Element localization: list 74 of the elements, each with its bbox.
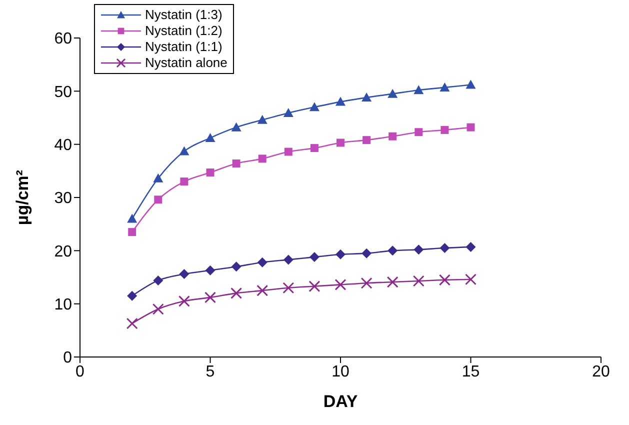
point (466, 123, 475, 132)
point (360, 277, 372, 289)
point (438, 274, 450, 286)
point (256, 284, 268, 296)
point (440, 243, 450, 254)
point (466, 80, 476, 89)
point (126, 318, 138, 330)
y-tick-label: 50 (54, 84, 72, 101)
x-tick-label: 15 (462, 363, 480, 380)
point (153, 275, 164, 286)
point (180, 178, 188, 186)
point (336, 249, 346, 260)
point (386, 276, 398, 288)
point (257, 114, 268, 124)
point (388, 246, 398, 256)
point (414, 244, 424, 255)
point (179, 146, 190, 156)
point (257, 257, 268, 268)
point (127, 290, 138, 301)
point (414, 128, 423, 136)
y-tick-label: 0 (63, 350, 72, 367)
point (309, 102, 320, 112)
point (362, 248, 372, 258)
point (128, 228, 136, 236)
point (206, 168, 214, 177)
x-tick-label: 0 (76, 363, 85, 380)
point (283, 108, 294, 117)
point (231, 122, 242, 132)
point (336, 96, 346, 106)
x-axis-title: DAY (323, 392, 358, 411)
legend-label: Nystatin (1:2) (145, 23, 222, 39)
point (362, 136, 371, 144)
y-tick-label: 60 (54, 30, 72, 48)
point (308, 280, 320, 292)
point (205, 132, 216, 142)
point (336, 138, 344, 147)
point (283, 254, 294, 265)
y-tick-label: 30 (54, 190, 72, 208)
point (153, 173, 164, 182)
y-axis-title: µg/cm² (13, 170, 32, 226)
point (154, 196, 162, 204)
point (334, 278, 346, 290)
point (127, 214, 138, 223)
point (388, 88, 398, 98)
x-tick-label: 5 (206, 363, 215, 380)
point (230, 287, 242, 299)
y-tick-label: 10 (54, 296, 72, 314)
point (232, 159, 240, 168)
legend-label: Nystatin alone (145, 55, 228, 71)
point (440, 82, 450, 92)
point (309, 252, 320, 262)
point (388, 132, 397, 140)
point (284, 148, 292, 156)
point (465, 274, 476, 286)
point (205, 265, 216, 276)
point (412, 275, 424, 287)
y-tick-label: 40 (54, 137, 72, 154)
point (414, 85, 424, 94)
point (231, 262, 242, 272)
point (440, 126, 449, 134)
point (258, 154, 266, 163)
y-tick-label: 20 (54, 243, 72, 260)
x-tick-label: 10 (332, 363, 350, 380)
point (362, 92, 372, 102)
point (179, 269, 190, 280)
legend-label: Nystatin (1:3) (145, 7, 222, 23)
point (310, 144, 318, 152)
point (282, 282, 294, 294)
legend-label: Nystatin (1:1) (145, 39, 222, 55)
point (204, 292, 216, 304)
x-tick-label: 20 (592, 363, 610, 380)
point (466, 242, 476, 252)
point (178, 295, 190, 307)
point (152, 303, 164, 315)
